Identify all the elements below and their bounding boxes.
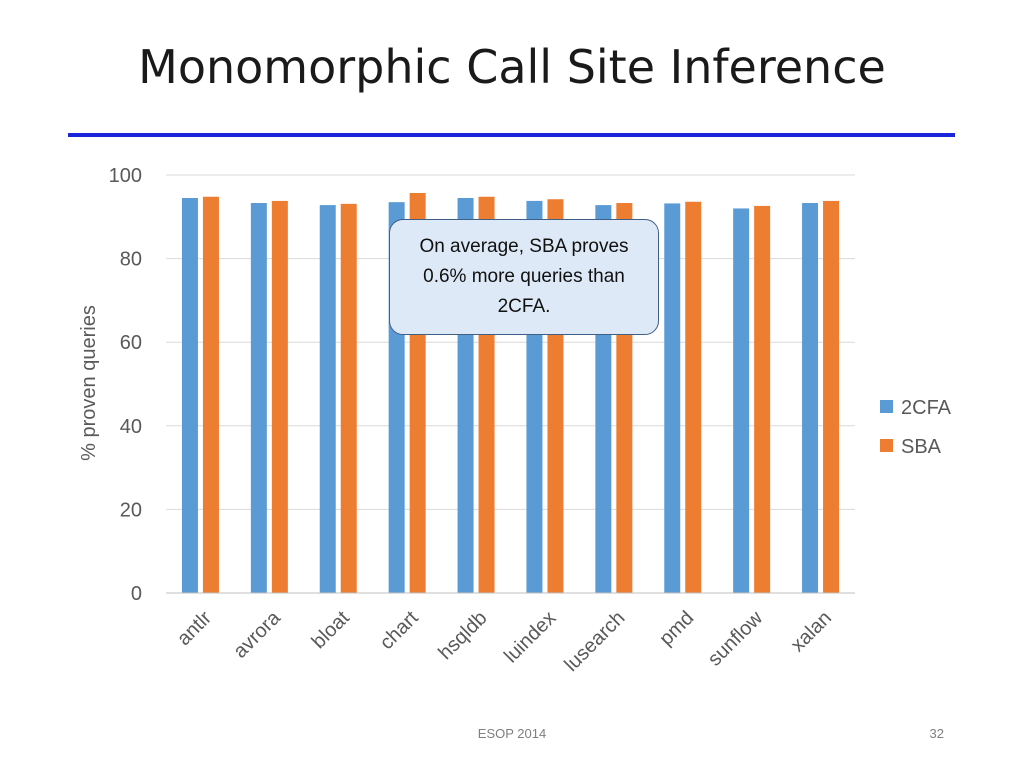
y-tick-label: 60 [120, 332, 142, 354]
footer-text: ESOP 2014 [477, 726, 547, 741]
x-tick-label: hsqldb [434, 607, 491, 664]
page-number: 32 [929, 726, 944, 741]
legend-swatch-sba [880, 439, 893, 452]
bar-2cfa-pmd [664, 203, 681, 593]
x-tick-label: luindex [500, 607, 560, 667]
bar-sba-antlr [202, 196, 219, 593]
bar-2cfa-bloat [319, 205, 336, 593]
bar-sba-avrora [271, 200, 288, 593]
bar-sba-xalan [823, 200, 840, 593]
y-tick-label: 20 [120, 499, 142, 521]
bar-2cfa-antlr [181, 197, 198, 594]
title-divider [68, 133, 955, 137]
legend-label: SBA [901, 436, 942, 458]
x-tick-label: sunflow [704, 607, 768, 671]
slide-title: Monomorphic Call Site Inference [138, 40, 886, 94]
x-tick-label: antlr [173, 607, 216, 650]
x-tick-label: avrora [229, 606, 285, 662]
y-tick-label: 80 [120, 249, 142, 271]
bar-2cfa-xalan [802, 203, 819, 594]
x-tick-label: xalan [787, 607, 836, 656]
x-tick-label: pmd [655, 607, 698, 650]
y-tick-labels: 0 20 40 60 80 100 [109, 165, 142, 605]
legend-swatch-2cfa [880, 400, 893, 413]
y-tick-label: 0 [131, 583, 142, 605]
y-tick-label: 40 [120, 416, 142, 438]
bar-sba-sunflow [754, 205, 771, 593]
x-tick-labels: antlr avrora bloat chart hsqldb luindex lusear… [173, 606, 836, 676]
bar-sba-pmd [685, 201, 702, 593]
bar-2cfa-sunflow [733, 208, 750, 593]
y-tick-label: 100 [109, 165, 142, 187]
callout-note: On average, SBA proves 0.6% more queries… [389, 219, 659, 335]
legend-label: 2CFA [901, 397, 952, 419]
bar-2cfa-avrora [250, 203, 267, 594]
x-tick-label: chart [376, 607, 423, 654]
y-axis-label: % proven queries [78, 305, 100, 461]
legend: 2CFA SBA [880, 397, 952, 458]
bar-sba-bloat [340, 203, 357, 594]
x-tick-label: lusearch [560, 607, 629, 676]
bars [181, 192, 840, 594]
x-tick-label: bloat [308, 607, 355, 654]
